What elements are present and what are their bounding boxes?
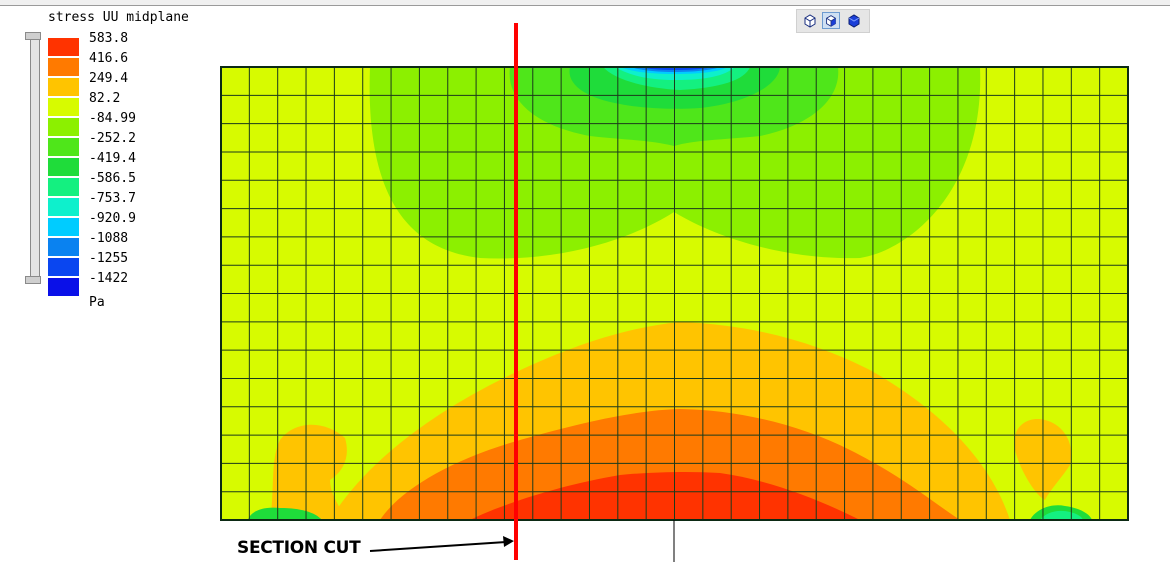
legend-swatch (48, 218, 79, 236)
legend-label: -1088 (89, 231, 129, 246)
section-cut-arrow (369, 536, 514, 552)
legend-swatch (48, 118, 79, 136)
shaded-view-button[interactable] (822, 12, 840, 29)
legend-slider-bottom-handle[interactable] (25, 276, 41, 284)
shaded-cube-icon (826, 15, 836, 27)
legend-swatch (48, 178, 79, 196)
legend-label: -753.7 (89, 191, 136, 206)
legend-label: -586.5 (89, 171, 136, 186)
legend-swatch (48, 138, 79, 156)
legend-swatch (48, 98, 79, 116)
legend-swatch (48, 238, 79, 256)
legend-slider-top-handle[interactable] (25, 32, 41, 40)
section-cut-label: SECTION CUT (237, 538, 361, 558)
legend-label: 249.4 (89, 71, 129, 86)
view-mode-toolbar (796, 9, 870, 33)
legend-unit: Pa (89, 295, 105, 310)
legend-swatch (48, 38, 79, 56)
legend-label: 82.2 (89, 91, 121, 106)
legend-swatch (48, 58, 79, 76)
legend-swatch (48, 78, 79, 96)
legend-label: -1255 (89, 251, 129, 266)
legend-label: -419.4 (89, 151, 136, 166)
legend-swatch (48, 198, 79, 216)
solid-cube-icon (848, 14, 860, 28)
window-top-border (0, 0, 1170, 6)
legend-label: -1422 (89, 271, 129, 286)
legend-title: stress UU midplane (48, 10, 189, 25)
legend-swatch (48, 158, 79, 176)
mesh-grid (221, 67, 1128, 520)
legend-label: 416.6 (89, 51, 129, 66)
legend-label: -252.2 (89, 131, 136, 146)
solid-view-button[interactable] (845, 12, 863, 29)
legend-swatch (48, 278, 79, 296)
legend-swatch (48, 258, 79, 276)
wireframe-cube-icon (804, 14, 816, 28)
legend-label: -920.9 (89, 211, 136, 226)
legend-label: 583.8 (89, 31, 129, 46)
wireframe-view-button[interactable] (801, 12, 819, 29)
legend-label: -84.99 (89, 111, 136, 126)
